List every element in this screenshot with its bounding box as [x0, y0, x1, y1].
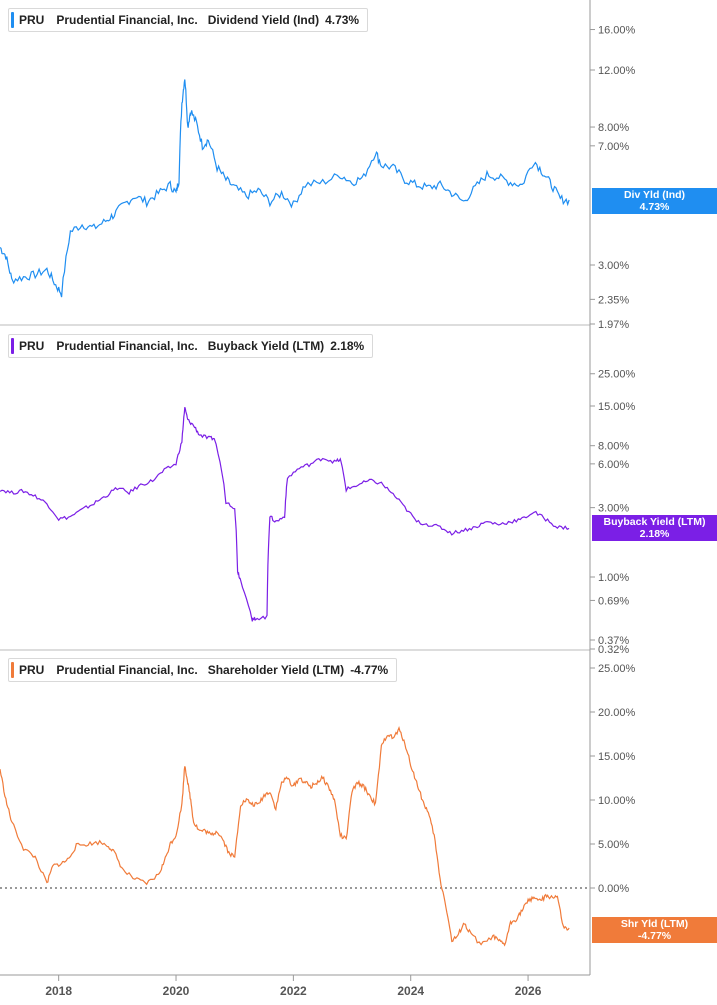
- legend-company: Prudential Financial, Inc.: [56, 13, 198, 27]
- tag-label: Div Yld (Ind): [623, 189, 686, 201]
- y-tick-label: 16.00%: [598, 25, 636, 37]
- y-tick-label: 0.69%: [598, 595, 629, 607]
- y-tick-label: 8.00%: [598, 441, 629, 453]
- legend-color-bar: [11, 338, 14, 354]
- legend-ticker: PRU: [19, 13, 45, 27]
- tag-value: 2.18%: [639, 528, 670, 540]
- y-tick-label: 12.00%: [598, 65, 636, 77]
- legend-color-bar: [11, 662, 14, 678]
- y-tick-label: 15.00%: [598, 751, 636, 763]
- y-tick-label: 2.35%: [598, 294, 629, 306]
- legend-value: -4.77%: [350, 663, 389, 677]
- tag-buyback: Buyback Yield (LTM) 2.18%: [592, 515, 717, 541]
- y-tick-label: 3.00%: [598, 503, 629, 515]
- series-line-shareholder: [0, 725, 570, 947]
- legend-company: Prudential Financial, Inc.: [56, 339, 198, 353]
- legend-metric: Shareholder Yield (LTM): [207, 663, 345, 677]
- series-line-dividend: [0, 79, 570, 298]
- y-tick-label: 8.00%: [598, 122, 629, 134]
- y-tick-label: 0.00%: [598, 883, 629, 895]
- legend-dividend[interactable]: PRU Prudential Financial, Inc. Dividend …: [8, 8, 369, 32]
- y-tick-label: 5.00%: [598, 839, 629, 851]
- y-tick-label: 15.00%: [598, 401, 636, 413]
- legend-metric: Buyback Yield (LTM): [207, 339, 325, 353]
- legend-ticker: PRU: [19, 339, 45, 353]
- x-tick-label: 2022: [280, 984, 307, 998]
- y-tick-label: 3.00%: [598, 260, 629, 272]
- legend-buyback[interactable]: PRU Prudential Financial, Inc. Buyback Y…: [8, 334, 374, 358]
- series-line-buyback: [0, 407, 570, 622]
- legend-ticker: PRU: [19, 663, 45, 677]
- y-tick-label: 0.37%: [598, 635, 629, 647]
- y-tick-label: 0.32%: [598, 644, 629, 656]
- y-tick-label: 1.00%: [598, 572, 629, 584]
- tag-shareholder: Shr Yld (LTM) -4.77%: [592, 917, 717, 943]
- legend-value: 2.18%: [330, 339, 365, 353]
- axis-layer: 16.00% 12.00% 8.00% 7.00% 3.00% 2.35% 1.97% 25.…: [0, 0, 636, 998]
- y-tick-label: 25.00%: [598, 663, 636, 675]
- tag-dividend: Div Yld (Ind) 4.73%: [592, 188, 717, 214]
- tag-label: Shr Yld (LTM): [620, 918, 689, 930]
- legend-metric: Dividend Yield (Ind): [207, 13, 320, 27]
- x-tick-label: 2020: [163, 984, 190, 998]
- tag-value: 4.73%: [639, 201, 670, 213]
- legend-color-bar: [11, 12, 14, 28]
- legend-shareholder[interactable]: PRU Prudential Financial, Inc. Sharehold…: [8, 658, 398, 682]
- y-tick-label: 25.00%: [598, 369, 636, 381]
- legend-company: Prudential Financial, Inc.: [56, 663, 198, 677]
- grid-layer: [0, 324, 590, 889]
- legend-value: 4.73%: [325, 13, 360, 27]
- y-tick-label: 1.97%: [598, 319, 629, 331]
- x-tick-label: 2026: [515, 984, 542, 998]
- y-tick-label: 10.00%: [598, 795, 636, 807]
- tag-label: Buyback Yield (LTM): [603, 516, 706, 528]
- x-tick-label: 2024: [397, 984, 424, 998]
- series-layer: [0, 79, 570, 947]
- y-tick-label: 20.00%: [598, 707, 636, 719]
- tag-value: -4.77%: [637, 930, 672, 942]
- y-tick-label: 7.00%: [598, 141, 629, 153]
- y-tick-label: 6.00%: [598, 459, 629, 471]
- x-tick-label: 2018: [45, 984, 72, 998]
